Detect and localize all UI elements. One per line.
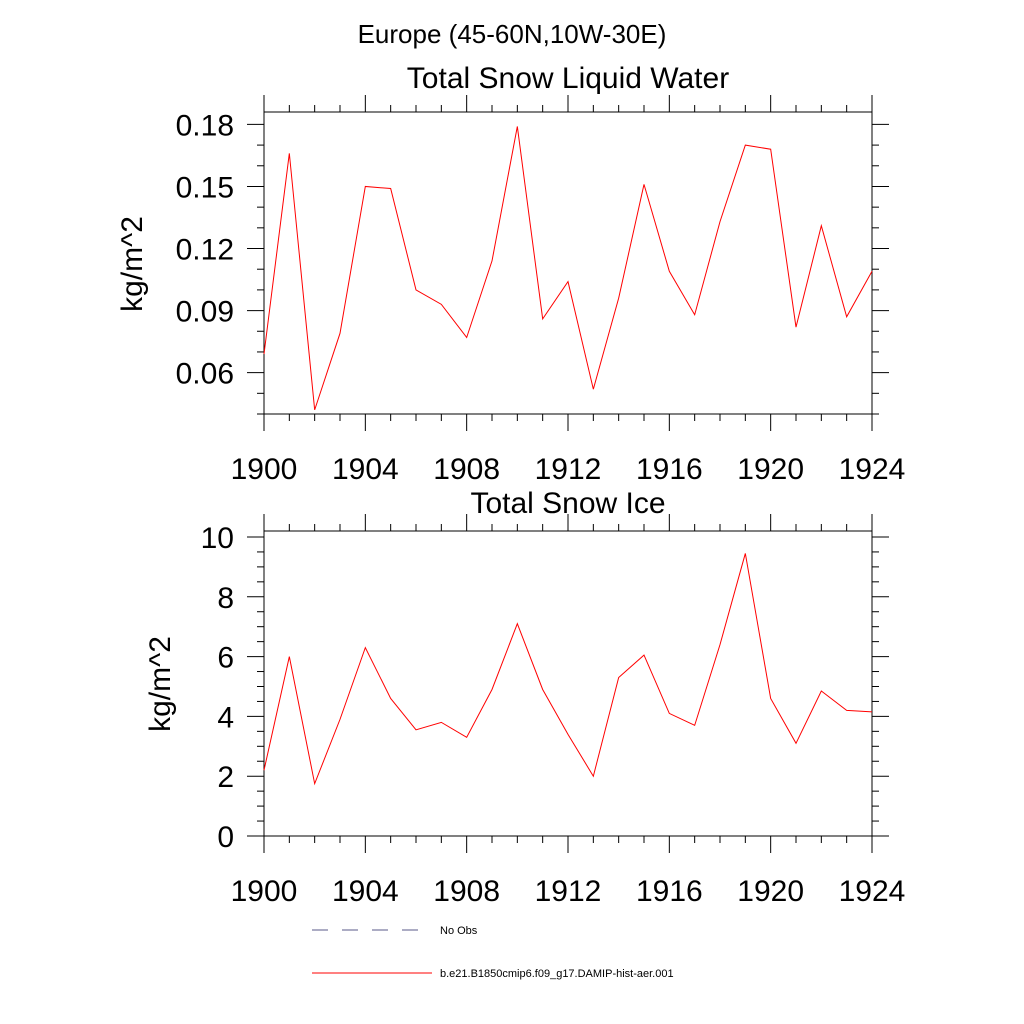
panel-liquid-water: Total Snow Liquid Water kg/m^2 1900 1904 1…: [116, 62, 905, 486]
panel-2-ylabel: kg/m^2: [144, 636, 177, 732]
y-tick-label: 0.06: [176, 358, 234, 391]
panel-1-frame: [263, 111, 873, 415]
y-tick-label: 0: [217, 821, 234, 854]
x-tick-label: 1912: [535, 453, 602, 486]
legend-label-no-obs: No Obs: [440, 925, 478, 937]
series-line: [263, 126, 873, 411]
y-tick-label: 8: [217, 582, 234, 615]
panel-2-series: [263, 553, 873, 786]
figure-title: Europe (45-60N,10W-30E): [358, 19, 667, 49]
x-tick-label: 1920: [737, 875, 804, 908]
panel-2-tick-labels: 1900 1904 1908 1912 1916 1920 1924 0 2 4 6 8 10: [201, 522, 906, 908]
y-tick-label: 0.12: [176, 234, 234, 267]
x-tick-label: 1912: [535, 875, 602, 908]
y-tick-label: 0.15: [176, 171, 234, 204]
y-tick-label: 4: [217, 701, 234, 734]
x-tick-label: 1904: [332, 453, 399, 486]
x-tick-label: 1900: [231, 875, 298, 908]
panel-1-ylabel: kg/m^2: [116, 216, 149, 312]
series-line: [263, 553, 873, 786]
y-tick-label: 0.18: [176, 109, 234, 142]
x-tick-label: 1924: [839, 875, 906, 908]
panel-1-title: Total Snow Liquid Water: [407, 62, 729, 95]
y-tick-label: 0.09: [176, 296, 234, 329]
x-tick-label: 1900: [231, 453, 298, 486]
panel-1-tick-labels: 1900 1904 1908 1912 1916 1920 1924 0.06 0.09 0.12…: [176, 109, 906, 486]
legend: No Obs b.e21.B1850cmip6.f09_g17.DAMIP-hi…: [312, 925, 674, 980]
x-tick-label: 1916: [636, 875, 703, 908]
x-tick-label: 1908: [433, 875, 500, 908]
legend-label-model: b.e21.B1850cmip6.f09_g17.DAMIP-hist-aer.…: [440, 968, 674, 980]
y-tick-label: 10: [201, 522, 234, 555]
panel-snow-ice: Total Snow Ice kg/m^2 1900 1904 1908 1912 19…: [144, 487, 905, 908]
panel-1-ticks: [247, 95, 889, 431]
panel-1-series: [263, 126, 873, 411]
y-tick-label: 6: [217, 642, 234, 675]
y-tick-label: 2: [217, 761, 234, 794]
x-tick-label: 1924: [839, 453, 906, 486]
x-tick-label: 1908: [433, 453, 500, 486]
x-tick-label: 1904: [332, 875, 399, 908]
x-tick-label: 1920: [737, 453, 804, 486]
panel-2-ticks: [247, 514, 889, 853]
x-tick-label: 1916: [636, 453, 703, 486]
panel-2-frame: [263, 530, 873, 837]
